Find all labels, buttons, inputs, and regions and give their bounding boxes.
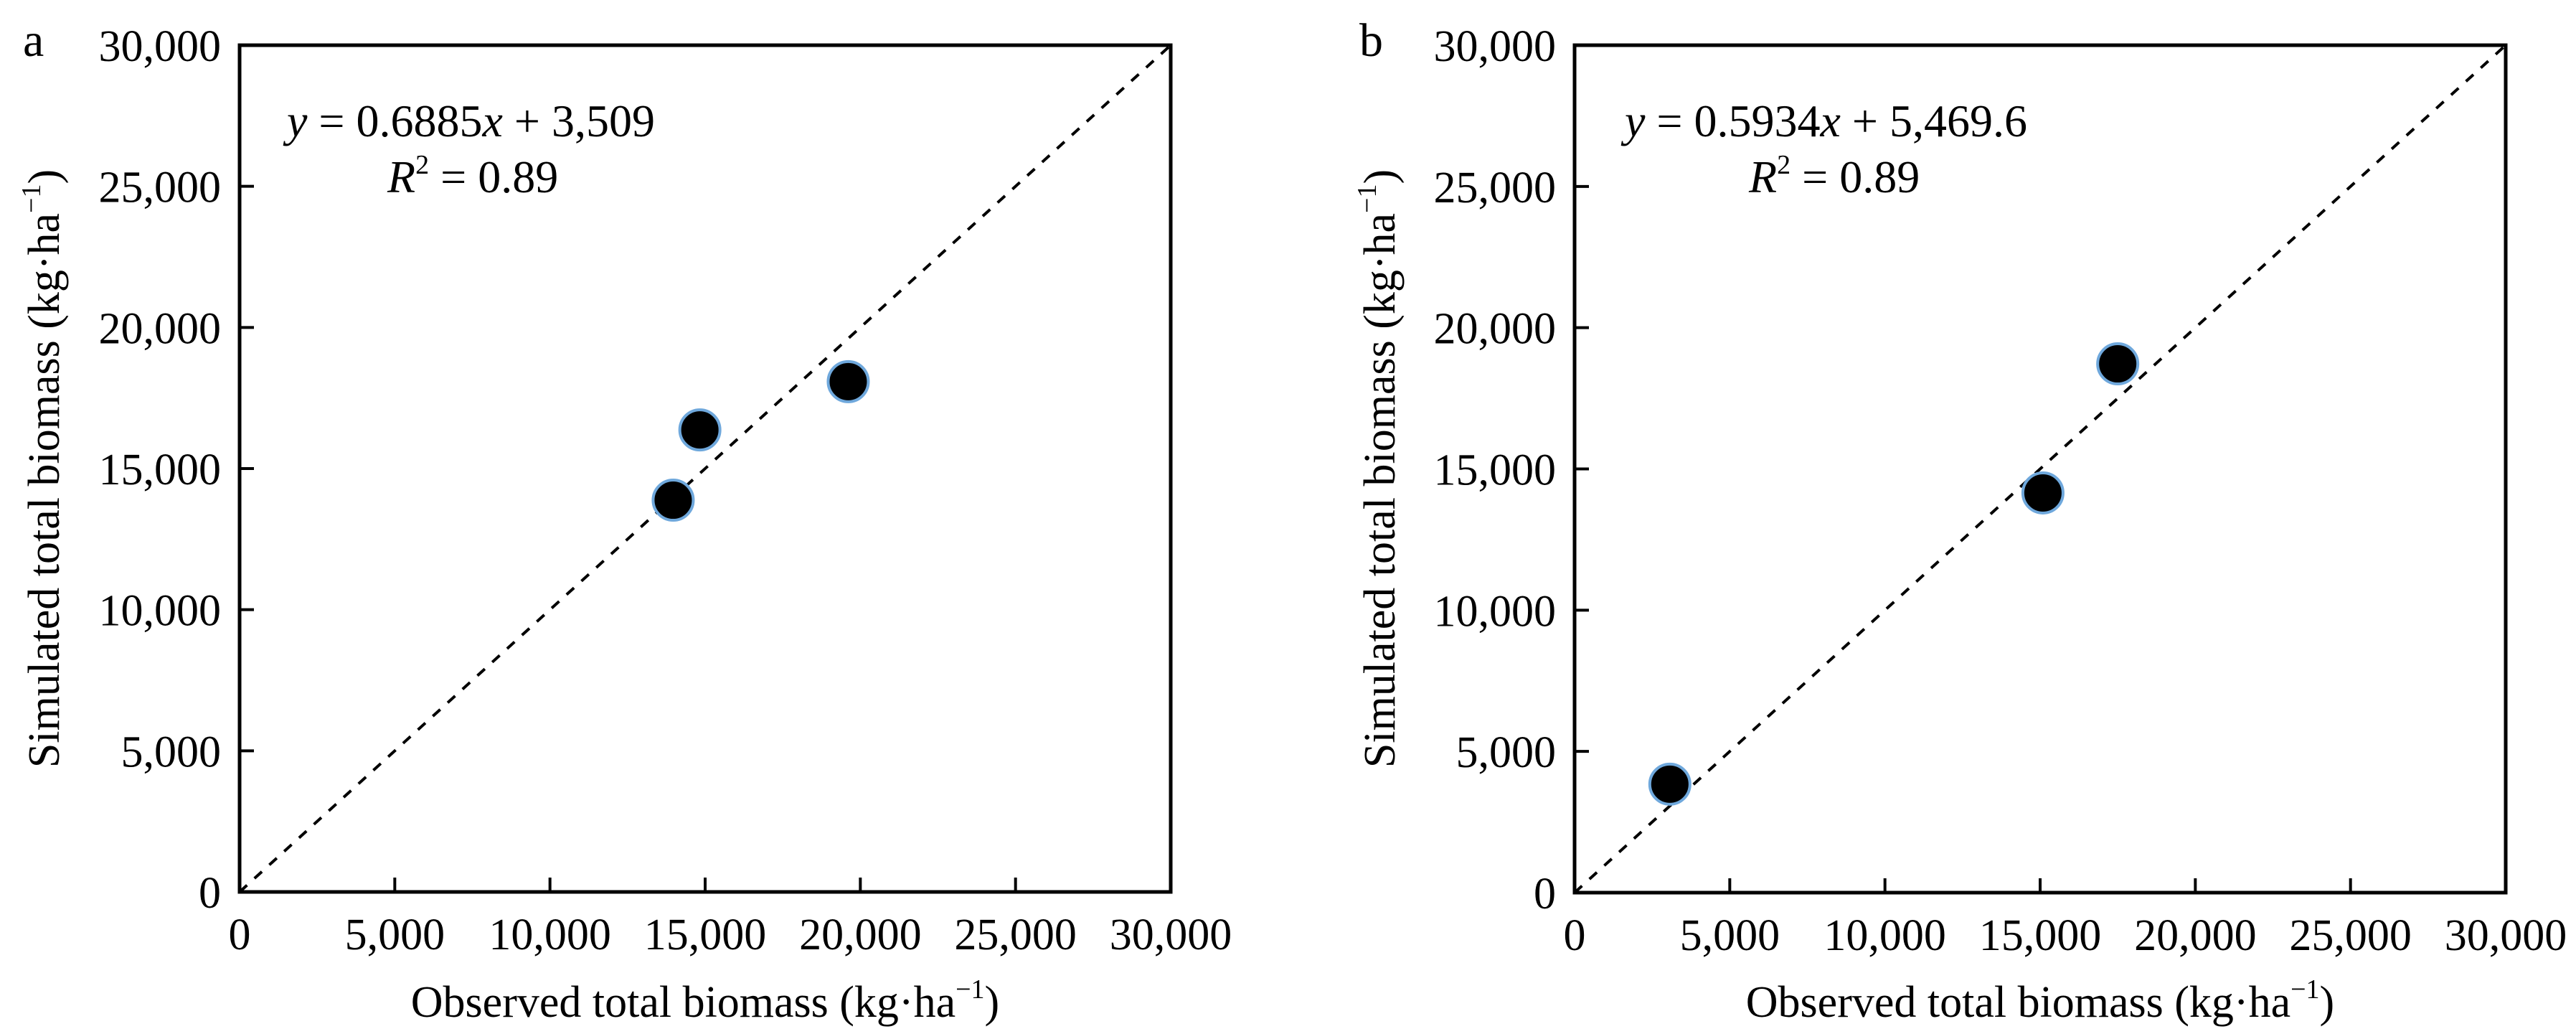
x-tick-label: 25,000 (2289, 911, 2412, 960)
x-tick-label: 10,000 (489, 911, 611, 959)
r-squared: R2 = 0.89 (1748, 150, 1920, 202)
x-axis-ticks: 0 5,000 10,000 15,000 20,000 25,000 30,000 (1564, 878, 2567, 960)
plot-frame (1572, 43, 2508, 895)
y-tick-label: 5,000 (1456, 728, 1557, 777)
data-point (1648, 762, 1692, 806)
y-tick-label: 15,000 (1434, 446, 1557, 495)
panel-b: b 0 5,000 10,000 15,000 20,000 25,000 30,000 0… (1352, 14, 2567, 1027)
y-tick-label: 25,000 (1434, 164, 1557, 212)
r-squared: R2 = 0.89 (387, 150, 558, 202)
y-tick-label: 20,000 (1434, 305, 1557, 354)
scatter-points (651, 359, 870, 522)
x-axis-title: Observed total biomass (kg·ha−1) (411, 974, 999, 1027)
x-tick-label: 0 (1564, 911, 1586, 960)
y-axis-title: Simulated total biomass (kg·ha−1) (16, 169, 69, 768)
data-point (826, 359, 870, 403)
panel-a: a 0 5,000 10,000 15,000 20,000 25,000 30,000 0… (16, 14, 1232, 1027)
y-axis-ticks: 0 5,000 10,000 15,000 20,000 25,000 30,000 (99, 22, 254, 918)
regression-equation: y = 0.6885x + 3,509 (283, 95, 655, 146)
x-tick-label: 20,000 (2134, 911, 2257, 960)
y-tick-label: 30,000 (99, 22, 222, 71)
x-tick-label: 30,000 (2445, 911, 2567, 960)
y-tick-label: 15,000 (99, 446, 222, 494)
y-axis-ticks: 0 5,000 10,000 15,000 20,000 25,000 30,000 (1434, 22, 1589, 918)
data-point (678, 408, 722, 452)
y-tick-label: 10,000 (99, 587, 222, 636)
x-tick-label: 15,000 (1979, 911, 2102, 960)
x-tick-label: 5,000 (345, 911, 445, 959)
y-tick-label: 20,000 (99, 304, 222, 353)
x-tick-label: 10,000 (1824, 911, 1946, 960)
x-tick-label: 5,000 (1680, 911, 1780, 960)
one-to-one-reference-line (238, 44, 1172, 893)
data-point (651, 479, 695, 522)
data-point (2096, 342, 2140, 386)
y-tick-label: 30,000 (1434, 22, 1557, 71)
panel-letter-a: a (23, 14, 44, 67)
y-tick-label: 25,000 (99, 164, 222, 212)
scatter-points (1648, 342, 2140, 806)
regression-equation: y = 0.5934x + 5,469.6 (1620, 95, 2027, 146)
x-tick-label: 15,000 (644, 911, 767, 959)
y-tick-label: 0 (1534, 870, 1556, 918)
x-tick-label: 25,000 (954, 911, 1077, 959)
x-axis-ticks: 0 5,000 10,000 15,000 20,000 25,000 30,000 (229, 878, 1232, 959)
x-tick-label: 20,000 (799, 911, 922, 959)
y-tick-label: 0 (199, 869, 221, 918)
y-axis-title: Simulated total biomass (kg·ha−1) (1352, 169, 1405, 768)
y-tick-label: 10,000 (1434, 587, 1557, 636)
panel-letter-b: b (1359, 14, 1383, 67)
one-to-one-reference-line (1573, 44, 2507, 894)
plot-frame (237, 43, 1173, 894)
x-tick-label: 30,000 (1110, 911, 1232, 959)
data-point (2021, 471, 2065, 514)
x-axis-title: Observed total biomass (kg·ha−1) (1746, 974, 2334, 1027)
y-tick-label: 5,000 (121, 728, 222, 776)
x-tick-label: 0 (229, 911, 251, 959)
